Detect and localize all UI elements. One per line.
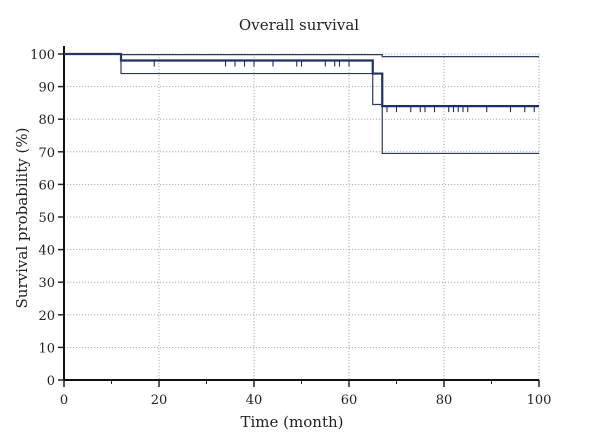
y-tick-label: 80 [38, 113, 55, 128]
y-tick-label: 50 [38, 211, 55, 226]
x-axis-label: Time (month) [241, 413, 344, 431]
x-tick-label: 60 [341, 393, 358, 408]
y-axis-label: Survival probability (%) [13, 128, 31, 309]
km-curve-upper-ci [64, 53, 539, 58]
x-tick-label: 0 [60, 393, 68, 408]
km-curve-lower-ci [64, 53, 539, 155]
y-axis: 0 10 20 30 40 50 60 70 80 90 100 [30, 46, 65, 389]
y-tick-label: 70 [38, 146, 55, 161]
y-tick-label: 20 [38, 309, 55, 324]
y-tick-label: 30 [38, 276, 55, 291]
x-tick-label: 100 [527, 393, 552, 408]
plot-series [64, 52, 539, 155]
y-tick-label: 0 [47, 374, 55, 389]
y-tick-label: 60 [38, 178, 55, 193]
y-tick-label: 40 [38, 244, 55, 259]
x-tick-label: 20 [151, 393, 168, 408]
chart-title: Overall survival [239, 16, 359, 34]
y-tick-label: 100 [30, 48, 55, 63]
x-tick-label: 80 [436, 393, 453, 408]
y-tick-label: 90 [38, 81, 55, 96]
x-tick-label: 40 [246, 393, 263, 408]
grid-lines [64, 53, 540, 381]
x-axis: 0 20 40 60 80 100 [60, 379, 552, 408]
y-tick-label: 10 [38, 341, 55, 356]
